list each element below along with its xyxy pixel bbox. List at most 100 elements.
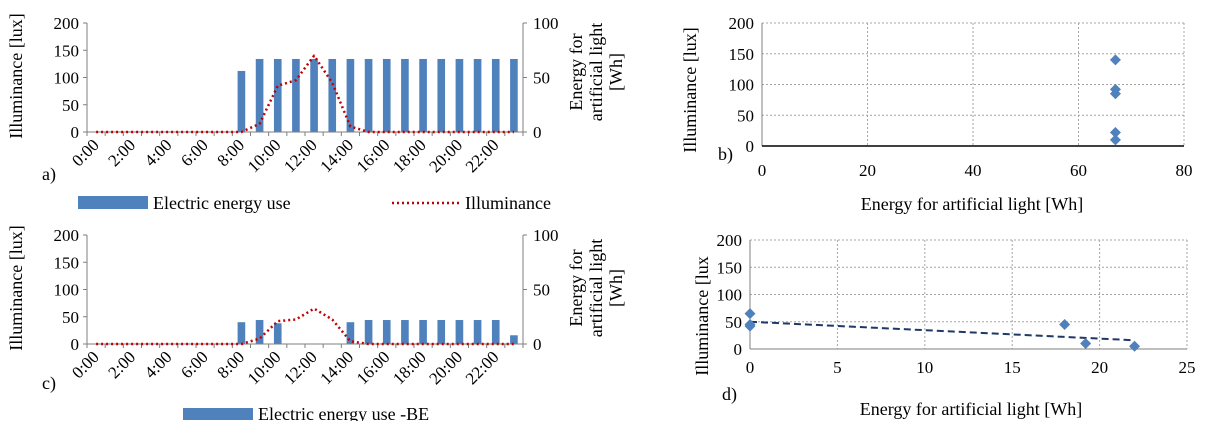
panel-c-y2tick-label: 50 [533,281,550,300]
panel-c-ylabel: Illuminance [lux] [6,225,26,350]
panel-c-xtick-label: 12:00 [280,347,321,388]
panel-b-letter: b) [718,144,733,165]
panel-c-letter: c) [42,373,56,394]
panel-a-bar [273,58,282,132]
panel-b-ytick-label: 100 [729,76,755,95]
panel-b-point [1109,54,1121,66]
panel-a-xtick-label: 18:00 [389,135,430,176]
panel-b-xtick-label: 60 [1070,161,1087,180]
panel-d-point [1129,340,1141,352]
panel-a-bar [364,58,373,132]
panel-a-ytick-label: 100 [54,69,80,88]
panel-d-ytick-label: 200 [717,231,743,250]
panel-a-y2tick-label: 50 [533,69,550,88]
panel-c-ytick-label: 200 [54,226,80,245]
panel-d-xtick-label: 0 [746,358,755,377]
panel-b-xtick-label: 80 [1176,161,1193,180]
panel-a-y2label-line2: artificial light [586,23,606,121]
panel-d-xtick-label: 25 [1179,358,1196,377]
panel-c: c) Illuminance [lux] Energy for artifici… [6,225,626,421]
panel-c-illuminance-line [96,307,514,346]
panel-a-ylabel: Illuminance [lux] [6,13,26,138]
panel-d-xtick-label: 15 [1004,358,1021,377]
panel-c-bar [510,335,518,344]
panel-c-bar [401,320,409,344]
panel-a-bar [510,58,518,132]
panel-d-xtick-label: 5 [833,358,842,377]
panel-b-xlabel: Energy for artificial light [Wh] [861,194,1084,214]
panel-c-bar [346,322,355,344]
panel-a-xtick-label: 6:00 [177,135,212,170]
panel-a-ytick-label: 150 [54,41,80,60]
panel-a: a) Illuminance [lux] Energy for artifici… [6,13,626,213]
panel-a-y2label-line3: [Wh] [606,53,626,91]
panel-d-ytick-label: 100 [717,286,743,305]
panel-a-xtick-label: 4:00 [141,135,176,170]
panel-c-y2label-line2: artificial light [586,239,606,337]
panel-c-bar [419,320,427,344]
panel-d-point [744,308,756,320]
panel-c-ytick-label: 0 [71,335,80,354]
panel-a-xtick-label: 12:00 [280,135,321,176]
panel-b-point [1109,88,1121,100]
panel-d-point [1059,318,1071,330]
panel-a-bar [419,58,427,132]
panel-d-ytick-label: 50 [725,313,742,332]
panel-b-point [1109,134,1121,146]
panel-a-bar [491,58,500,132]
panel-b-ylabel: Illuminance [lux] [680,27,700,152]
panel-a-ytick-label: 50 [62,96,79,115]
panel-c-xtick-label: 6:00 [177,347,212,382]
panel-c-bar [273,323,282,344]
panel-c-bar [491,320,500,344]
panel-a-xtick-label: 2:00 [104,135,139,170]
panel-d-xtick-label: 20 [1091,358,1108,377]
panel-c-bar [364,320,373,344]
panel-a-ytick-label: 0 [71,123,80,142]
panel-a-y2tick-label: 100 [533,14,559,33]
panel-a-illuminance-line [96,54,514,134]
panel-a-letter: a) [42,164,56,185]
panel-a-xtick-label: 10:00 [244,135,285,176]
panel-d-ylabel: Illuminance [lux [692,256,712,375]
panel-b-ytick-label: 0 [746,137,755,156]
panel-c-xtick-label: 18:00 [389,347,430,388]
legend-bar-label: Electric energy use -BE [258,404,429,421]
panel-a-xtick-label: 20:00 [425,135,466,176]
panel-b-ytick-label: 200 [729,14,755,33]
panel-a-bar [237,70,246,132]
panel-c-y2label-line1: Energy for [566,249,586,326]
panel-c-xtick-label: 4:00 [141,347,176,382]
panel-c-y2label: Energy for artificial light [Wh] [566,239,626,337]
panel-d: d) Illuminance [lux Energy for artificia… [692,231,1196,419]
panel-c-y2tick-label: 100 [533,226,559,245]
panel-c-bar [437,320,446,344]
panel-a-y2label-line1: Energy for [566,33,586,110]
panel-a-xtick-label: 16:00 [353,135,394,176]
panel-a-bar [346,58,355,132]
panel-c-y2label-line3: [Wh] [606,269,626,307]
panel-c-xtick-label: 10:00 [244,347,285,388]
panel-a-bar [455,58,464,132]
panel-a-bar [310,58,318,132]
panel-b-xtick-label: 20 [859,161,876,180]
legend-bar-swatch [183,408,253,420]
panel-a-bar [328,58,337,132]
panel-a-bar [473,58,482,132]
panel-d-ytick-label: 150 [717,258,743,277]
panel-a-y2label: Energy for artificial light [Wh] [566,23,626,121]
panel-c-bar [255,320,264,344]
panel-a-legend: Electric energy use Illuminance [78,193,551,213]
legend-line-label: Illuminance [465,193,551,213]
panel-c-xtick-label: 2:00 [104,347,139,382]
panel-a-y2tick-label: 0 [533,123,542,142]
panel-c-bar [382,320,391,344]
panel-b-ytick-label: 150 [729,45,755,64]
panel-a-xtick-label: 22:00 [462,135,503,176]
panel-a-xtick-label: 14:00 [316,135,357,176]
panel-a-bar [382,58,391,132]
panel-a-bar [292,58,300,132]
legend-bar-label: Electric energy use [153,193,291,213]
panel-c-ytick-label: 100 [54,281,80,300]
